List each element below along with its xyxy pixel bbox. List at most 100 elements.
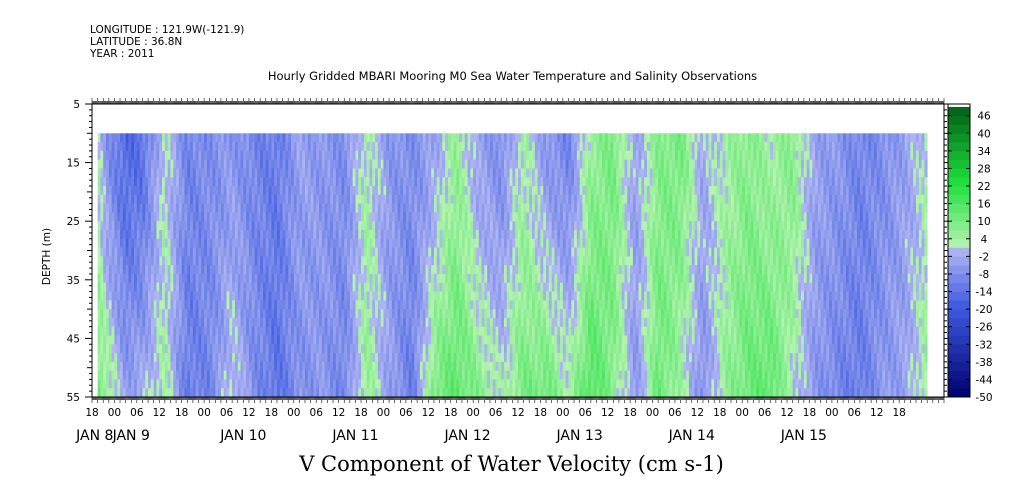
heatmap-cell [537, 282, 541, 292]
heatmap-cell [475, 379, 480, 389]
heatmap-cell [436, 238, 440, 248]
heatmap-cell [114, 203, 118, 213]
heatmap-cell [128, 335, 132, 345]
heatmap-cell [120, 370, 124, 380]
heatmap-cell [142, 335, 146, 345]
heatmap-cell [209, 177, 213, 187]
heatmap-cell [391, 361, 396, 372]
heatmap-cell [164, 379, 169, 389]
heatmap-cell [248, 238, 253, 248]
heatmap-cell [347, 203, 351, 213]
heatmap-cell [319, 326, 323, 336]
heatmap-cell [97, 221, 101, 231]
heatmap-cell [501, 238, 505, 248]
heatmap-cell [321, 186, 326, 196]
heatmap-cell [534, 168, 539, 178]
heatmap-cell [352, 370, 356, 380]
heatmap-cell [226, 256, 230, 266]
heatmap-cell [212, 159, 216, 169]
heatmap-cell [198, 273, 202, 284]
heatmap-cell [478, 326, 482, 336]
heatmap-cell [97, 265, 101, 275]
heatmap-cell [106, 177, 110, 187]
heatmap-cell [181, 194, 185, 205]
heatmap-cell [307, 370, 311, 380]
heatmap-cell [557, 238, 561, 248]
heatmap-cell [173, 300, 177, 310]
heatmap-cell [554, 150, 558, 161]
heatmap-cell [321, 265, 326, 275]
heatmap-cell [218, 247, 222, 257]
heatmap-cell [546, 282, 550, 292]
heatmap-cell [554, 177, 558, 187]
heatmap-cell [330, 168, 334, 178]
heatmap-cell [167, 150, 171, 161]
heatmap-cell [136, 300, 141, 310]
heatmap-cell [276, 344, 281, 354]
heatmap-cell [248, 335, 253, 345]
heatmap-cell [240, 379, 244, 389]
heatmap-cell [394, 238, 398, 248]
heatmap-cell [220, 229, 225, 240]
heatmap-cell [265, 247, 269, 257]
heatmap-cell [313, 238, 317, 248]
heatmap-cell [526, 317, 530, 328]
heatmap-cell [265, 142, 269, 152]
heatmap-cell [106, 159, 110, 169]
heatmap-cell [204, 177, 208, 187]
heatmap-cell [369, 186, 373, 196]
heatmap-cell [246, 133, 250, 143]
heatmap-cell [114, 221, 118, 231]
heatmap-cell [195, 344, 199, 354]
heatmap-cell [187, 388, 191, 398]
heatmap-cell [503, 256, 508, 266]
heatmap-cell [302, 186, 306, 196]
heatmap-cell [439, 177, 443, 187]
heatmap-cell [212, 379, 216, 389]
heatmap-cell [209, 379, 213, 389]
heatmap-cell [324, 370, 328, 380]
heatmap-cell [111, 361, 115, 372]
heatmap-cell [394, 370, 398, 380]
heatmap-cell [131, 353, 135, 363]
heatmap-cell [349, 247, 354, 257]
heatmap-cell [108, 273, 113, 284]
heatmap-cell [383, 177, 387, 187]
heatmap-cell [366, 142, 370, 152]
heatmap-cell [529, 265, 533, 275]
heatmap-cell [293, 388, 297, 398]
heatmap-cell [184, 212, 188, 222]
heatmap-cell [428, 282, 432, 292]
heatmap-cell [201, 150, 205, 161]
heatmap-cell [268, 317, 272, 328]
heatmap-cell [260, 194, 264, 205]
heatmap-cell [383, 335, 387, 345]
heatmap-cell [506, 282, 510, 292]
heatmap-cell [520, 291, 524, 301]
heatmap-cell [352, 291, 356, 301]
heatmap-cell [419, 361, 424, 372]
heatmap-cell [139, 273, 143, 284]
heatmap-cell [282, 159, 286, 169]
heatmap-cell [540, 247, 544, 257]
heatmap-cell [128, 361, 132, 372]
heatmap-cell [153, 221, 157, 231]
heatmap-cell [341, 326, 345, 336]
heatmap-cell [428, 273, 432, 284]
heatmap-cell [333, 203, 337, 213]
heatmap-cell [473, 256, 477, 266]
heatmap-cell [134, 221, 138, 231]
heatmap-cell [492, 212, 496, 222]
heatmap-cell [518, 221, 522, 231]
heatmap-cell [450, 186, 454, 196]
heatmap-cell [442, 177, 446, 187]
heatmap-cell [299, 247, 303, 257]
heatmap-cell [279, 133, 283, 143]
heatmap-cell [400, 370, 404, 380]
heatmap-cell [100, 370, 104, 380]
heatmap-cell [380, 212, 384, 222]
heatmap-cell [551, 282, 555, 292]
heatmap-cell [551, 291, 555, 301]
heatmap-cell [417, 194, 421, 205]
heatmap-cell [473, 361, 477, 372]
